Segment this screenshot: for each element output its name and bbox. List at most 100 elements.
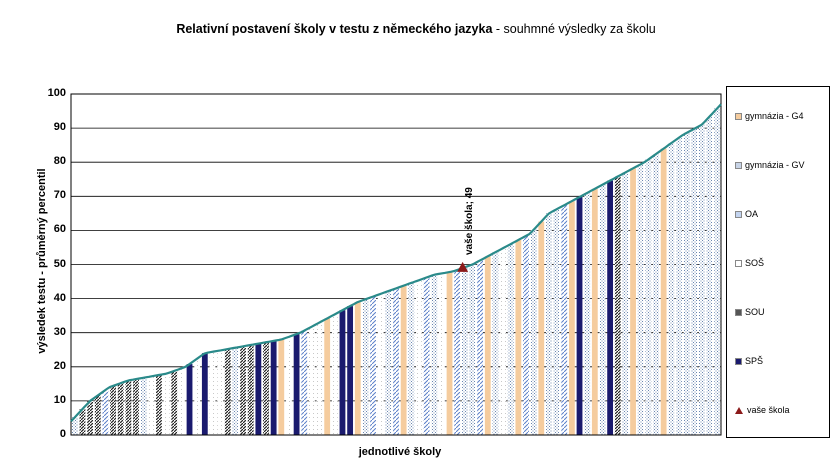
bar-soš	[438, 273, 445, 435]
bar-oa	[423, 277, 430, 435]
bar-gv	[691, 128, 698, 436]
legend-item-sou: SOU	[735, 307, 765, 317]
bar-gv	[492, 252, 499, 435]
bar-spš	[270, 340, 277, 435]
bar-gv	[553, 209, 560, 435]
bar-g4	[591, 188, 598, 435]
bar-soš	[308, 326, 315, 435]
bar-gv	[622, 172, 629, 435]
x-axis-label: jednotlivé školy	[358, 446, 442, 458]
bar-gv	[507, 244, 514, 435]
bar-gv	[683, 132, 690, 435]
your-school-annotation: vaše škola; 49	[463, 187, 475, 255]
y-tick-label: 50	[53, 257, 66, 270]
bar-oa	[477, 260, 484, 435]
bar-sou	[110, 385, 116, 435]
bar-sou	[125, 380, 132, 435]
bar-gv	[599, 184, 606, 435]
plot-frame	[70, 93, 722, 436]
bar-gv	[232, 347, 239, 435]
legend-label: SOŠ	[745, 258, 765, 268]
legend-label: gymnázia - GV	[745, 160, 805, 170]
bar-g4	[324, 318, 331, 435]
bar-soš	[331, 314, 338, 435]
y-tick-label: 30	[53, 325, 66, 338]
bar-g4	[278, 339, 285, 435]
y-tick-label: 10	[53, 393, 66, 406]
bar-g4	[446, 272, 453, 435]
bar-gv	[714, 108, 721, 436]
bar-oa	[102, 389, 109, 435]
bar-gv	[653, 154, 659, 436]
bar-spš	[339, 310, 346, 435]
bar-gv	[461, 267, 468, 435]
bar-sou	[171, 370, 178, 435]
legend-item-oa: OA	[735, 209, 758, 219]
bar-gv	[637, 164, 644, 435]
bar-soš	[209, 351, 216, 435]
bar-gv	[469, 264, 476, 435]
legend-label: gymnázia - G4	[745, 111, 804, 121]
legend-label: SPŠ	[745, 356, 764, 366]
triangle-icon	[735, 406, 743, 414]
bar-spš	[293, 334, 300, 435]
bar-spš	[201, 353, 208, 435]
legend-swatch	[735, 210, 742, 218]
legend-swatch	[735, 357, 742, 365]
legend-item-g4: gymnázia - G4	[735, 111, 804, 121]
legend-label: vaše škola	[747, 405, 790, 415]
chart-title-rest: - souhmné výsledky za školu	[492, 22, 656, 36]
bar-oa	[370, 296, 376, 435]
bar-gv	[584, 192, 591, 435]
bar-sou	[224, 349, 231, 435]
bar-sou	[247, 344, 254, 435]
bar-gv	[645, 159, 652, 436]
y-tick-label: 0	[59, 428, 66, 440]
bar-spš	[607, 180, 614, 435]
y-tick-label: 40	[53, 291, 66, 304]
chart-title-bold: Relativní postavení školy v testu z něme…	[176, 22, 493, 36]
bar-gv	[362, 299, 369, 435]
legend-swatch	[735, 161, 742, 169]
y-tick-label: 20	[53, 359, 66, 372]
bar-sou	[79, 409, 86, 435]
bar-gv	[530, 229, 537, 435]
bars	[71, 108, 721, 436]
legend-swatch	[735, 259, 742, 267]
bar-soš	[217, 350, 224, 435]
bar-soš	[500, 248, 506, 435]
bar-soš	[163, 373, 170, 435]
y-axis-label: výsledek testu - průměrný percentil	[36, 168, 48, 354]
bar-spš	[347, 306, 354, 435]
bar-g4	[538, 221, 545, 435]
bar-oa	[523, 235, 529, 435]
bar-sou	[156, 374, 162, 435]
bar-soš	[194, 358, 201, 435]
bar-oa	[561, 205, 568, 435]
legend-item-marker: vaše škola	[735, 405, 790, 415]
bar-sou	[263, 342, 269, 435]
bar-sou	[117, 383, 124, 435]
legend-item-gv: gymnázia - GV	[735, 160, 805, 170]
bar-gv	[546, 213, 552, 435]
bar-oa	[454, 269, 461, 435]
bar-gv	[698, 124, 705, 435]
bar-gv	[408, 282, 415, 435]
legend-swatch	[735, 112, 742, 120]
bar-gv	[71, 417, 78, 435]
bar-oa	[301, 330, 308, 435]
bar-sou	[133, 379, 139, 435]
percentile-curve	[70, 103, 722, 423]
y-tick-label: 90	[53, 121, 66, 134]
chart-title: Relativní postavení školy v testu z něme…	[0, 22, 832, 36]
bar-spš	[186, 364, 193, 435]
bar-spš	[255, 343, 262, 435]
bar-g4	[400, 285, 407, 435]
bar-soš	[148, 376, 155, 435]
y-tick-label: 60	[53, 223, 66, 236]
bar-soš	[416, 280, 422, 435]
bar-oa	[393, 288, 399, 435]
bar-sou	[240, 346, 246, 435]
bar-soš	[286, 336, 292, 435]
